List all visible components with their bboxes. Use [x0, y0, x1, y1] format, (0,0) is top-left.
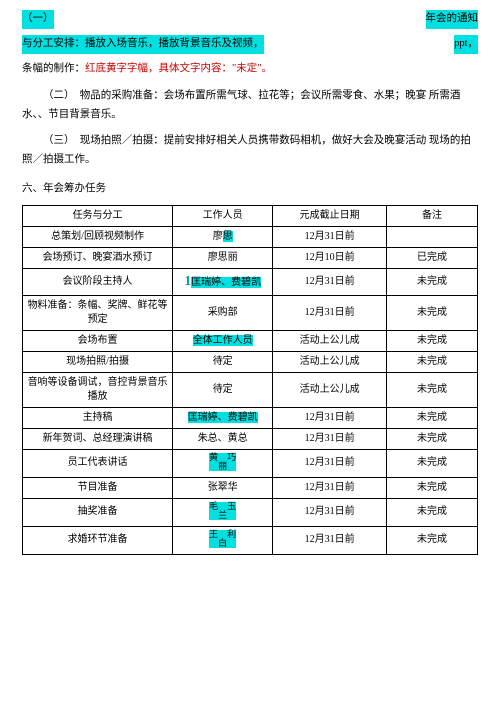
task-table: 任务与分工 工作人员 元成截止日期 备注 总策划/回顾视频制作廖思12月31日前…	[22, 205, 478, 555]
arrangement-row: 与分工安排：播放入场音乐，播放背景音乐及视频， ppt，	[22, 35, 478, 54]
cell-staff: 全体工作人员	[173, 330, 273, 351]
table-row: 抽奖准备毛 玉兰12月31日前未完成	[23, 498, 478, 526]
arrangement-text: 与分工安排：播放入场音乐，播放背景音乐及视频，	[22, 35, 264, 54]
cell-deadline: 12月31日前	[273, 477, 387, 498]
table-row: 会场预订、晚宴酒水预订廖思丽12月10日前已完成	[23, 248, 478, 269]
cell-staff: 王 利白	[173, 526, 273, 554]
cell-deadline: 活动上公儿成	[273, 372, 387, 407]
cell-staff: 廖思丽	[173, 248, 273, 269]
cell-staff: 张翠华	[173, 477, 273, 498]
table-row: 现场拍照/拍摄待定活动上公儿成未完成	[23, 351, 478, 372]
cell-deadline: 活动上公儿成	[273, 330, 387, 351]
cell-deadline: 12月31日前	[273, 227, 387, 248]
cell-note: 未完成	[386, 407, 477, 428]
cell-deadline: 12月31日前	[273, 526, 387, 554]
cell-staff: 朱总、黄总	[173, 428, 273, 449]
cell-deadline: 12月31日前	[273, 407, 387, 428]
cell-note: 未完成	[386, 372, 477, 407]
cell-task: 新年贺词、总经理演讲稿	[23, 428, 173, 449]
cell-note	[386, 227, 477, 248]
cell-task: 现场拍照/拍摄	[23, 351, 173, 372]
cell-task: 物料准备：条幅、奖牌、鲜花等预定	[23, 295, 173, 330]
table-row: 求婚环节准备王 利白12月31日前未完成	[23, 526, 478, 554]
cell-note: 未完成	[386, 498, 477, 526]
cell-deadline: 12月10日前	[273, 248, 387, 269]
cell-staff: 黄 巧丽	[173, 449, 273, 477]
cell-deadline: 12月31日前	[273, 295, 387, 330]
cell-task: 会议阶段主持人	[23, 269, 173, 296]
section-six-title: 六、年会筹办任务	[22, 180, 478, 199]
th-note: 备注	[386, 206, 477, 227]
cell-staff: 待定	[173, 351, 273, 372]
cell-deadline: 12月31日前	[273, 269, 387, 296]
cell-task: 主持稿	[23, 407, 173, 428]
table-row: 会场布置全体工作人员活动上公儿成未完成	[23, 330, 478, 351]
cell-deadline: 活动上公儿成	[273, 351, 387, 372]
cell-task: 音响等设备调试，音控背景音乐播放	[23, 372, 173, 407]
table-row: 总策划/回顾视频制作廖思12月31日前	[23, 227, 478, 248]
cell-task: 求婚环节准备	[23, 526, 173, 554]
banner-prefix: 条幅的制作：	[22, 63, 85, 74]
table-row: 新年贺词、总经理演讲稿朱总、黄总12月31日前未完成	[23, 428, 478, 449]
cell-note: 未完成	[386, 449, 477, 477]
table-header-row: 任务与分工 工作人员 元成截止日期 备注	[23, 206, 478, 227]
th-task: 任务与分工	[23, 206, 173, 227]
cell-note: 未完成	[386, 351, 477, 372]
cell-staff: 廖思	[173, 227, 273, 248]
cell-deadline: 12月31日前	[273, 498, 387, 526]
cell-note: 未完成	[386, 269, 477, 296]
th-deadline: 元成截止日期	[273, 206, 387, 227]
cell-staff: 待定	[173, 372, 273, 407]
cell-task: 抽奖准备	[23, 498, 173, 526]
cell-note: 未完成	[386, 295, 477, 330]
cell-task: 员工代表讲话	[23, 449, 173, 477]
cell-task: 会场预订、晚宴酒水预订	[23, 248, 173, 269]
table-row: 员工代表讲话黄 巧丽12月31日前未完成	[23, 449, 478, 477]
cell-deadline: 12月31日前	[273, 449, 387, 477]
header-row: （一） 年会的通知	[22, 10, 478, 29]
cell-note: 未完成	[386, 330, 477, 351]
cell-task: 会场布置	[23, 330, 173, 351]
cell-note: 未完成	[386, 428, 477, 449]
cell-task: 节目准备	[23, 477, 173, 498]
cell-staff: 匡瑞婷、费碧凯	[173, 407, 273, 428]
section-three: （三） 现场拍照／拍摄：提前安排好相关人员携带数码相机，做好大会及晚宴活动 现场…	[22, 132, 478, 170]
th-staff: 工作人员	[173, 206, 273, 227]
cell-staff: 1匡瑞婷、费碧凯	[173, 269, 273, 296]
table-row: 主持稿匡瑞婷、费碧凯12月31日前未完成	[23, 407, 478, 428]
ppt-label: ppt，	[454, 35, 478, 54]
table-row: 会议阶段主持人1匡瑞婷、费碧凯12月31日前未完成	[23, 269, 478, 296]
table-row: 音响等设备调试，音控背景音乐播放待定活动上公儿成未完成	[23, 372, 478, 407]
cell-deadline: 12月31日前	[273, 428, 387, 449]
cell-staff: 毛 玉兰	[173, 498, 273, 526]
cell-note: 未完成	[386, 526, 477, 554]
table-row: 物料准备：条幅、奖牌、鲜花等预定采购部12月31日前未完成	[23, 295, 478, 330]
section-one-label: （一）	[22, 10, 54, 29]
cell-staff: 采购部	[173, 295, 273, 330]
banner-line: 条幅的制作：红底黄字字幅，具体文字内容："未定"。	[22, 60, 478, 79]
cell-task: 总策划/回顾视频制作	[23, 227, 173, 248]
cell-note: 未完成	[386, 477, 477, 498]
notice-title: 年会的通知	[426, 10, 479, 29]
banner-content: 红底黄字字幅，具体文字内容："未定"。	[85, 63, 272, 74]
cell-note: 已完成	[386, 248, 477, 269]
section-two: （二） 物品的采购准备：会场布置所需气球、拉花等；会议所需零食、水果；晚宴 所需…	[22, 87, 478, 125]
table-row: 节目准备张翠华12月31日前未完成	[23, 477, 478, 498]
